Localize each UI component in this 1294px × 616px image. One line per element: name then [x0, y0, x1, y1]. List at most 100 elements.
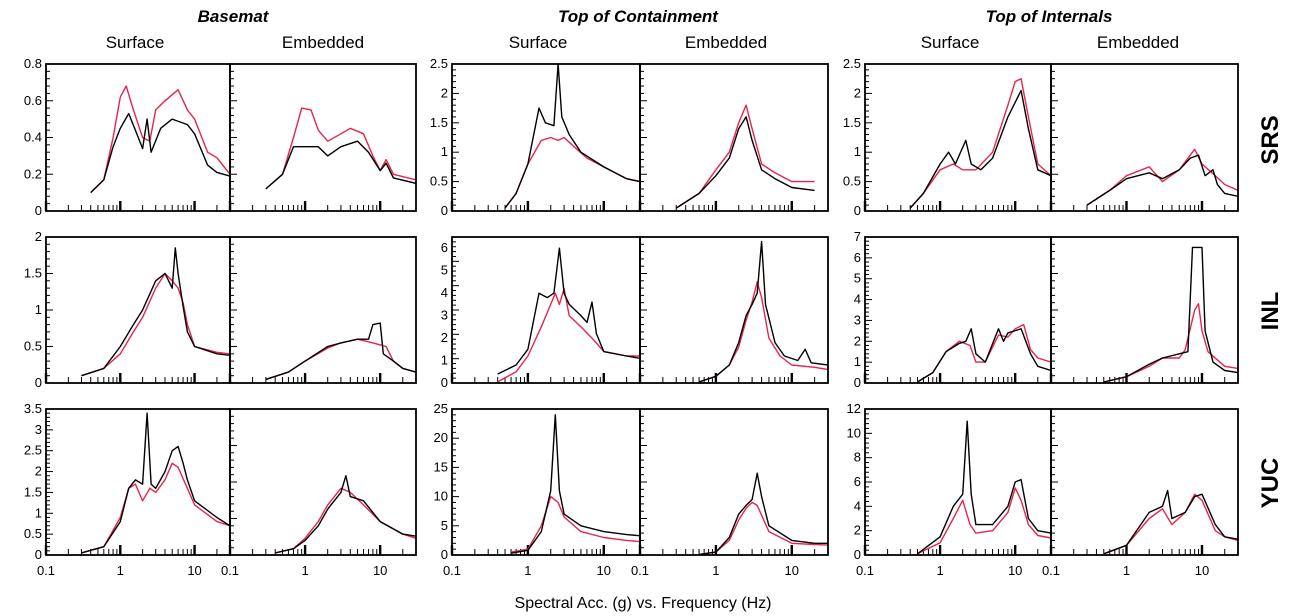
series-black-line — [504, 64, 640, 209]
series-black-line — [1103, 246, 1238, 383]
y-tick-label: 4 — [854, 498, 861, 513]
y-tick-label: 3 — [854, 312, 861, 327]
y-tick-label: 1.5 — [430, 115, 448, 130]
series-black-line — [275, 475, 416, 554]
panel-frame — [639, 63, 829, 212]
panel-frame — [639, 408, 829, 556]
panel-inl-top-of-internals-surface: 0 1 2 3 4 5 6 7 — [854, 229, 1052, 390]
x-tick-label: 1 — [301, 563, 308, 578]
panel-frame — [229, 408, 417, 556]
panel-yuc-basemat-surface: 0 0.5 1 1.5 2 2.5 3 3.5 0.1 1 10 — [24, 401, 231, 578]
series-red-line — [275, 487, 416, 554]
panel-frame — [451, 63, 641, 212]
column-title-internals-surface: Surface — [921, 33, 980, 52]
y-tick-label: 1 — [854, 354, 861, 369]
panel-frame — [864, 408, 1052, 556]
panel-frame — [1050, 63, 1239, 212]
y-tick-label: 2 — [854, 333, 861, 348]
panel-srs-basemat-surface: 0 0.2 0.4 0.6 0.8 — [24, 56, 231, 218]
y-tick-label: 2 — [441, 85, 448, 100]
y-tick-label: 10 — [434, 489, 448, 504]
y-tick-label: 1 — [35, 302, 42, 317]
y-tick-label: 0 — [854, 203, 861, 218]
x-tick-label: 0.1 — [221, 563, 239, 578]
series-red-line — [909, 78, 1051, 209]
y-tick-label: 6 — [441, 240, 448, 255]
group-title-basemat: Basemat — [198, 7, 270, 26]
panel-srs-top-of-internals-embedded — [1049, 63, 1239, 212]
panel-inl-basemat-embedded — [228, 236, 417, 384]
x-tick-label: 10 — [597, 563, 611, 578]
group-title-top-of-internals: Top of Internals — [986, 7, 1113, 26]
panel-inl-basemat-surface: 0 0.5 1 1.5 2 — [24, 229, 231, 390]
x-tick-label: 1 — [1123, 563, 1130, 578]
y-tick-label: 2 — [441, 330, 448, 345]
series-black-line — [917, 420, 1051, 555]
panel-inl-top-of-internals-embedded — [1049, 236, 1239, 384]
y-tick-label: 0 — [854, 547, 861, 562]
panel-srs-top-of-containment-surface: 0 0.5 1 1.5 2 2.5 — [430, 56, 641, 218]
series-red-line — [81, 462, 230, 554]
x-tick-label: 10 — [785, 563, 799, 578]
y-tick-label: 3 — [35, 422, 42, 437]
x-tick-label: 0.1 — [443, 563, 461, 578]
series-red-line — [504, 136, 640, 209]
y-tick-label: 2 — [35, 229, 42, 244]
series-red-line — [675, 104, 815, 209]
series-black-line — [909, 89, 1051, 209]
y-tick-label: 1.5 — [24, 266, 42, 281]
x-tick-label: 10 — [373, 563, 387, 578]
y-tick-label: 0 — [854, 375, 861, 390]
series-black-line — [81, 247, 230, 377]
panel-frame — [639, 236, 829, 384]
column-title-containment-surface: Surface — [509, 33, 568, 52]
panel-yuc-top-of-containment-embedded: 0.1 1 10 — [631, 408, 829, 578]
y-tick-label: 0 — [441, 375, 448, 390]
row-label-inl: INL — [1257, 292, 1284, 331]
y-tick-label: 3.5 — [24, 401, 42, 416]
y-tick-label: 2 — [854, 85, 861, 100]
y-tick-label: 1 — [441, 353, 448, 368]
y-tick-label: 2.5 — [24, 443, 42, 458]
x-tick-label: 0.1 — [1042, 563, 1060, 578]
series-black-line — [1086, 154, 1238, 206]
y-tick-label: 5 — [441, 263, 448, 278]
series-black-line — [698, 240, 828, 383]
series-black-line — [675, 116, 815, 209]
series-red-line — [510, 495, 640, 553]
series-red-line — [699, 501, 828, 555]
panel-yuc-top-of-internals-surface: 0 2 4 6 8 10 12 0.1 1 10 — [847, 401, 1052, 578]
y-tick-label: 0.5 — [24, 526, 42, 541]
y-tick-label: 0 — [35, 375, 42, 390]
y-tick-label: 0.4 — [24, 130, 42, 145]
series-red-line — [265, 107, 416, 190]
series-red-line — [497, 288, 640, 383]
series-black-line — [265, 140, 416, 190]
row-label-yuc: YUC — [1257, 458, 1284, 509]
series-black-line — [90, 112, 230, 194]
series-black-line — [81, 412, 230, 554]
y-tick-label: 2 — [854, 523, 861, 538]
panel-inl-top-of-containment-surface: 0 1 2 3 4 5 6 — [441, 236, 641, 390]
y-tick-label: 6 — [854, 250, 861, 265]
series-red-line — [1103, 493, 1238, 555]
series-black-line — [265, 322, 416, 381]
column-title-basemat-surface: Surface — [106, 33, 165, 52]
y-tick-label: 6 — [854, 474, 861, 489]
series-red-line — [1103, 303, 1238, 383]
y-tick-label: 0.5 — [843, 174, 861, 189]
x-tick-label: 1 — [117, 563, 124, 578]
panel-frame — [1050, 236, 1239, 384]
x-tick-label: 10 — [187, 563, 201, 578]
panel-srs-top-of-internals-surface: 0 0.5 1 1.5 2 2.5 — [843, 56, 1052, 218]
y-tick-label: 0 — [35, 203, 42, 218]
x-tick-label: 0.1 — [37, 563, 55, 578]
y-tick-label: 12 — [847, 401, 861, 416]
series-red-line — [698, 281, 828, 383]
y-tick-label: 3 — [441, 308, 448, 323]
y-tick-label: 1.5 — [843, 115, 861, 130]
column-title-internals-embedded: Embedded — [1097, 33, 1179, 52]
x-tick-label: 1 — [524, 563, 531, 578]
y-tick-label: 0 — [441, 547, 448, 562]
series-black-line — [497, 247, 640, 375]
